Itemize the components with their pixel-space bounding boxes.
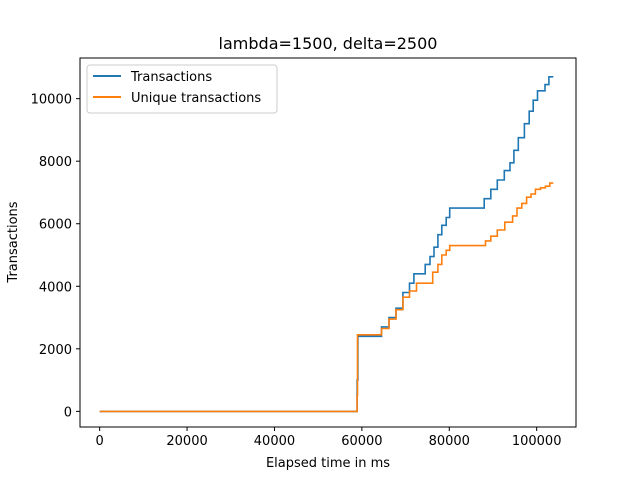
y-tick-label: 4000: [39, 280, 72, 295]
x-tick-label: 0: [96, 434, 104, 449]
y-axis-ticks: 0 2000 4000 6000 8000 10000: [31, 93, 80, 420]
legend-label-transactions: Transactions: [130, 70, 212, 85]
plot-lines: [99, 76, 554, 413]
x-axis-ticks: 0 20000 40000 60000 80000 100000: [96, 427, 562, 449]
y-axis-label: Transactions: [6, 201, 21, 283]
y-tick-label: 2000: [39, 343, 72, 358]
x-axis-label: Elapsed time in ms: [266, 456, 390, 471]
chart-title: lambda=1500, delta=2500: [219, 34, 438, 53]
y-tick-label: 6000: [39, 218, 72, 233]
y-tick-label: 10000: [31, 93, 72, 108]
legend-label-unique-transactions: Unique transactions: [131, 91, 261, 106]
y-tick-label: 0: [64, 405, 72, 420]
x-tick-label: 80000: [429, 434, 470, 449]
axes-frame: [79, 57, 577, 428]
legend: Transactions Unique transactions: [86, 64, 278, 114]
x-tick-label: 20000: [166, 434, 207, 449]
y-tick-label: 8000: [39, 155, 72, 170]
legend-box: [86, 64, 278, 114]
series-line-unique-transactions: [99, 182, 554, 413]
x-tick-label: 60000: [341, 434, 382, 449]
x-tick-label: 100000: [512, 434, 562, 449]
x-tick-label: 40000: [254, 434, 295, 449]
